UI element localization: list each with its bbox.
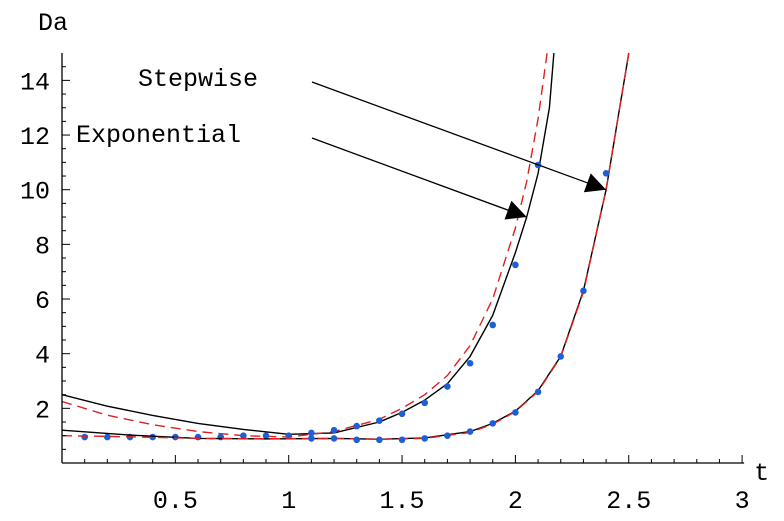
x-axis-label: t xyxy=(754,459,769,488)
data-point xyxy=(489,321,497,329)
y-tick-label: 12 xyxy=(20,123,50,152)
data-point xyxy=(262,432,270,439)
series-layer xyxy=(62,53,630,444)
data-point xyxy=(376,436,383,444)
dashed-series-line xyxy=(62,53,548,438)
data-point xyxy=(330,426,338,434)
data-point xyxy=(534,388,542,396)
data-point xyxy=(398,436,406,444)
y-tick-label: 4 xyxy=(35,342,50,371)
x-tick-label: 1 xyxy=(281,487,296,516)
data-point xyxy=(376,417,383,424)
y-tick-label: 14 xyxy=(20,68,50,97)
data-point xyxy=(330,435,338,442)
annotation-arrow xyxy=(311,137,527,220)
data-point xyxy=(602,170,610,177)
data-point xyxy=(353,422,361,430)
solid-series-line xyxy=(62,53,555,435)
data-point xyxy=(512,261,519,269)
data-point xyxy=(104,433,111,441)
annotation-layer: Stepwise Exponential xyxy=(76,65,607,220)
y-tick-label: 2 xyxy=(35,396,50,425)
x-tick-label: 0.5 xyxy=(153,487,198,516)
data-point xyxy=(149,433,156,441)
y-axis-label: Da xyxy=(38,9,68,38)
x-tick-label: 2.5 xyxy=(606,487,651,516)
data-point xyxy=(81,433,88,441)
data-point xyxy=(466,359,474,367)
data-point xyxy=(557,353,565,360)
data-point xyxy=(421,399,429,407)
data-point xyxy=(512,409,519,416)
y-tick-label: 10 xyxy=(20,178,50,207)
data-point xyxy=(580,287,587,295)
data-point xyxy=(421,435,429,442)
data-point xyxy=(308,435,315,442)
data-point xyxy=(353,436,361,444)
data-point xyxy=(398,410,406,418)
data-point xyxy=(466,428,474,435)
dashed-series-line xyxy=(62,53,630,440)
data-point xyxy=(285,432,293,439)
x-tick-label: 1.5 xyxy=(380,487,425,516)
data-point xyxy=(240,432,247,439)
axes-layer: Da t 0.5 1 1.5 2 2.5 3 2 4 6 8 10 12 14 xyxy=(20,9,769,516)
x-tick-label: 3 xyxy=(735,487,750,516)
annotation-arrow xyxy=(311,81,607,193)
y-tick-label: 6 xyxy=(35,287,50,316)
data-point xyxy=(444,432,451,439)
data-point xyxy=(489,420,497,427)
y-tick-label: 8 xyxy=(35,232,50,261)
data-point xyxy=(194,433,202,441)
data-point xyxy=(217,433,224,441)
x-tick-label: 2 xyxy=(508,487,523,516)
data-point xyxy=(308,429,315,437)
annotation-label-exponential: Exponential xyxy=(76,121,241,150)
solid-series-line xyxy=(62,53,630,440)
annotation-label-stepwise: Stepwise xyxy=(138,65,258,94)
data-point xyxy=(444,383,451,390)
